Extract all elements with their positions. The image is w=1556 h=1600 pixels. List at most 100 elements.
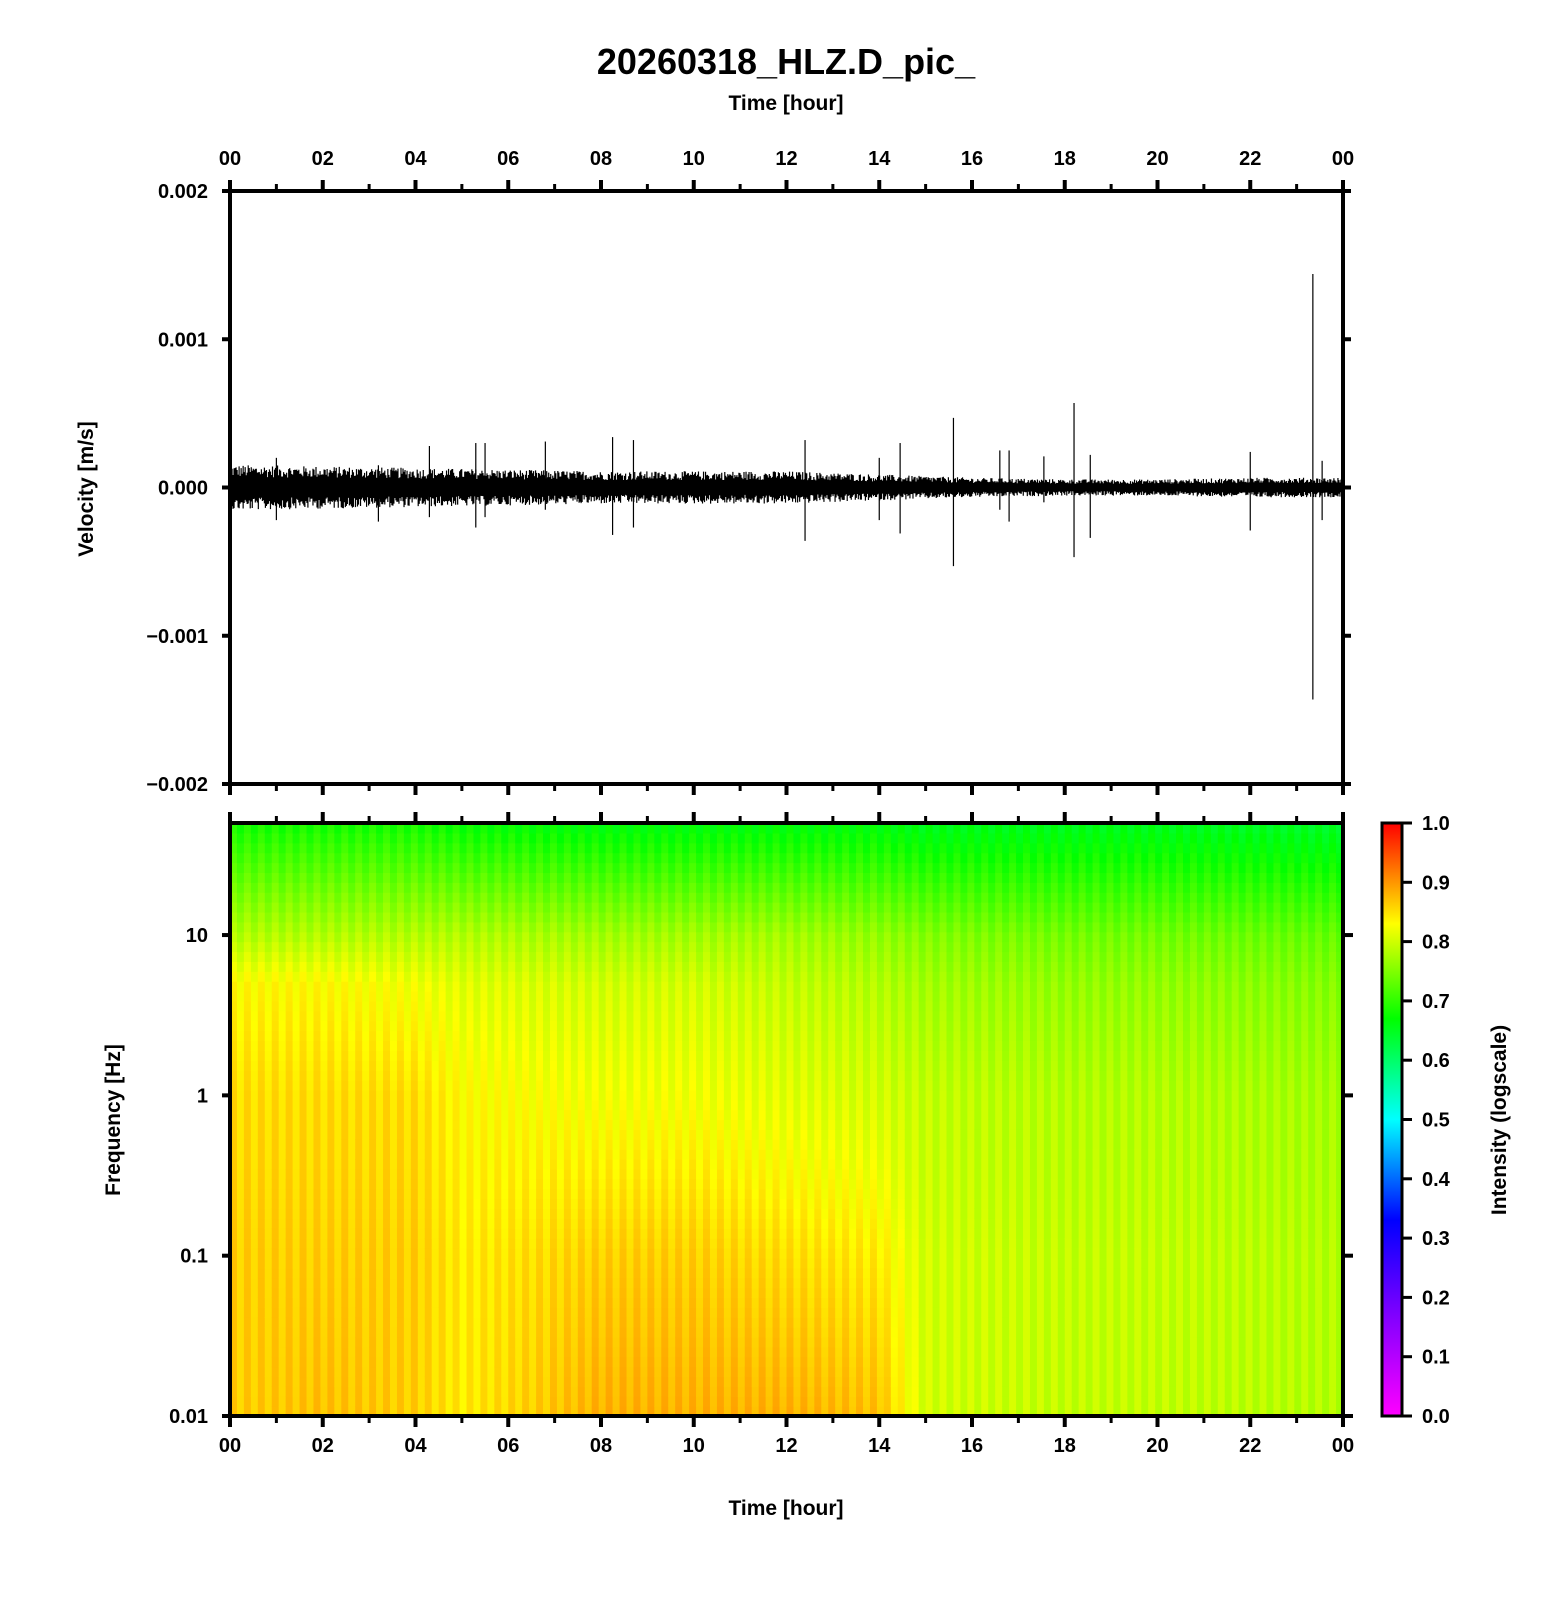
spectrogram-cell bbox=[445, 1149, 454, 1160]
spectrogram-cell bbox=[689, 961, 697, 972]
spectrogram-cell bbox=[619, 1297, 628, 1308]
spectrogram-cell bbox=[577, 1297, 586, 1308]
spectrogram-cell bbox=[501, 1287, 509, 1298]
spectrogram-cell bbox=[598, 1040, 607, 1051]
spectrogram-cell bbox=[591, 1168, 600, 1180]
spectrogram-cell bbox=[529, 1277, 537, 1289]
spectrogram-cell bbox=[522, 832, 530, 844]
spectrogram-cell bbox=[598, 1257, 607, 1269]
spectrogram-cell bbox=[682, 1228, 690, 1239]
spectrogram-cell bbox=[682, 991, 690, 1002]
spectrogram-cell bbox=[334, 1366, 342, 1378]
spectrogram-cell bbox=[543, 1168, 551, 1180]
spectrogram-cell bbox=[243, 1159, 252, 1170]
spectrogram-cell bbox=[758, 1188, 767, 1200]
spectrogram-cell bbox=[605, 971, 614, 982]
spectrogram-cell bbox=[459, 1376, 468, 1387]
spectrogram-cell bbox=[556, 1089, 565, 1101]
spectrogram-cell bbox=[598, 1178, 607, 1190]
spectrogram-cell bbox=[515, 842, 523, 854]
spectrogram-cell bbox=[389, 1366, 398, 1378]
spectrogram-cell bbox=[271, 892, 280, 903]
spectrogram-cell bbox=[522, 1297, 530, 1308]
spectrogram-cell bbox=[536, 1159, 544, 1170]
spectrogram-cell bbox=[327, 941, 335, 953]
spectrogram-cell bbox=[640, 1010, 648, 1022]
spectrogram-cell bbox=[591, 1040, 600, 1051]
spectrogram-cell bbox=[271, 1000, 280, 1012]
spectrogram-cell bbox=[264, 1089, 273, 1101]
spectrogram-cell bbox=[396, 852, 405, 864]
spectrogram-cell bbox=[737, 902, 746, 913]
spectrogram-cell bbox=[473, 1267, 482, 1279]
spectrogram-cell bbox=[709, 1099, 718, 1111]
spectrogram-cell bbox=[522, 1257, 530, 1269]
spectrogram-cell bbox=[403, 1030, 412, 1042]
spectrogram-cell bbox=[257, 862, 266, 874]
spectrogram-cell bbox=[243, 1228, 252, 1239]
spectrogram-cell bbox=[230, 931, 238, 943]
spectrogram-cell bbox=[556, 1406, 565, 1416]
spectrogram-cell bbox=[668, 1060, 676, 1071]
spectrogram-cell bbox=[522, 1386, 530, 1397]
spectrogram-cell bbox=[383, 961, 391, 972]
spectrogram-cell bbox=[633, 852, 642, 864]
spectrogram-cell bbox=[243, 1356, 252, 1368]
spectrogram-cell bbox=[320, 862, 328, 874]
spectrogram-cell bbox=[334, 1198, 342, 1210]
spectrogram-cell bbox=[536, 1386, 544, 1397]
spectrogram-cell bbox=[605, 1119, 614, 1130]
spectrogram-cell bbox=[779, 892, 788, 903]
spectrogram-cell bbox=[591, 1010, 600, 1022]
spectrogram-cell bbox=[696, 941, 704, 953]
spectrogram-cell bbox=[389, 1089, 398, 1101]
spectrogram-cell bbox=[264, 1307, 273, 1318]
spectrogram-cell bbox=[466, 921, 475, 933]
spectrogram-cell bbox=[438, 1040, 447, 1051]
spectrogram-cell bbox=[487, 1000, 495, 1012]
spectrogram-cell bbox=[348, 931, 356, 943]
spectrogram-cell bbox=[466, 941, 475, 953]
spectrogram-cell bbox=[696, 1050, 704, 1061]
spectrogram-cell bbox=[243, 1267, 252, 1279]
spectrogram-cell bbox=[327, 1336, 335, 1348]
spectrogram-cell bbox=[410, 892, 419, 903]
spectrogram-cell bbox=[230, 852, 238, 864]
spectrogram-cell bbox=[459, 1327, 468, 1338]
spectrogram-cell bbox=[765, 862, 774, 874]
spectrogram-cell bbox=[341, 882, 349, 893]
spectrogram-cell bbox=[403, 852, 412, 864]
spectrogram-cell bbox=[549, 1139, 558, 1150]
spectrogram-cell bbox=[299, 1129, 308, 1140]
spectrogram-cell bbox=[494, 1336, 502, 1348]
spectrogram-cell bbox=[383, 1327, 391, 1338]
spectrogram-cell bbox=[320, 823, 328, 834]
spectrogram-cell bbox=[487, 862, 495, 874]
spectrogram-cell bbox=[772, 1307, 781, 1318]
spectrogram-cell bbox=[417, 1020, 426, 1032]
spectrogram-cell bbox=[661, 941, 669, 953]
spectrogram-cell bbox=[306, 1139, 315, 1150]
spectrogram-cell bbox=[591, 1228, 600, 1239]
spectrogram-cell bbox=[292, 1406, 301, 1416]
spectrogram-cell bbox=[410, 1000, 419, 1012]
spectrogram-cell bbox=[786, 1139, 795, 1150]
spectrogram-cell bbox=[543, 1386, 551, 1397]
spectrogram-cell bbox=[515, 1099, 523, 1111]
spectrogram-cell bbox=[383, 1396, 391, 1407]
spectrogram-cell bbox=[522, 1168, 530, 1180]
spectrogram-cell bbox=[313, 1366, 322, 1378]
spectrogram-cell bbox=[543, 1307, 551, 1318]
spectrogram-cell bbox=[285, 1287, 294, 1298]
spectrogram-cell bbox=[403, 941, 412, 953]
spectrogram-cell bbox=[327, 1406, 335, 1416]
spectrogram-cell bbox=[779, 951, 788, 962]
spectrogram-cell bbox=[445, 1376, 454, 1387]
spectrogram-cell bbox=[668, 1208, 676, 1219]
spectrogram-cell bbox=[570, 892, 579, 903]
spectrogram-cell bbox=[250, 1040, 259, 1051]
spectrogram-cell bbox=[271, 862, 280, 874]
spectrogram-cell bbox=[452, 1129, 461, 1140]
spectrogram-cell bbox=[716, 1129, 725, 1140]
spectrogram-cell bbox=[362, 911, 370, 923]
